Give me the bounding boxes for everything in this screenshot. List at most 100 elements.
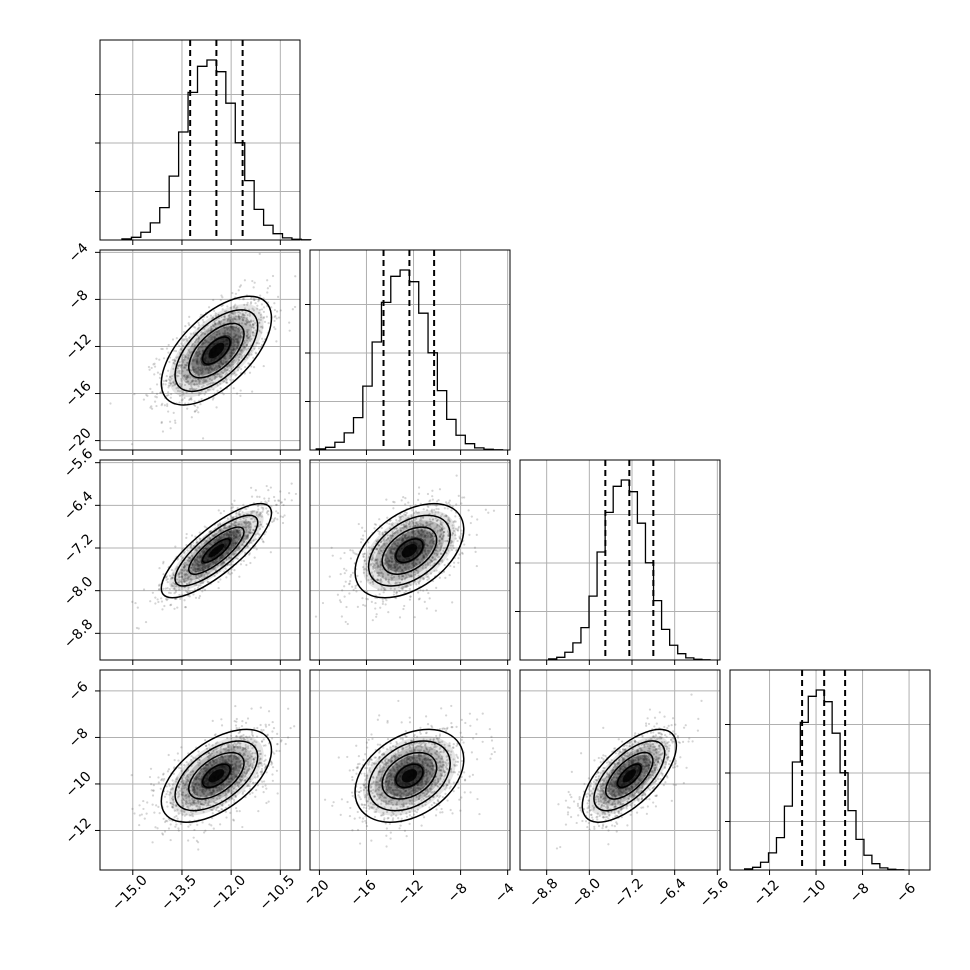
- scatter-point: [357, 522, 360, 526]
- scatter-point: [198, 596, 201, 600]
- scatter-point: [382, 591, 385, 594]
- scatter-point: [217, 322, 220, 325]
- scatter-point: [423, 600, 426, 603]
- scatter-point: [397, 589, 401, 593]
- scatter-point: [336, 593, 339, 596]
- scatter-point: [362, 555, 365, 558]
- scatter-point: [241, 312, 244, 315]
- scatter-point: [159, 391, 162, 394]
- scatter-point: [225, 381, 228, 384]
- scatter-point: [404, 497, 407, 500]
- scatter-point: [218, 362, 221, 365]
- scatter-point: [267, 497, 271, 500]
- scatter-point: [204, 380, 207, 383]
- scatter-point: [380, 526, 383, 530]
- scatter-point: [186, 361, 189, 365]
- scatter-point: [217, 366, 220, 370]
- scatter-point: [234, 348, 237, 351]
- scatter-point: [174, 590, 177, 594]
- scatter-point: [456, 539, 459, 543]
- scatter-point: [374, 601, 377, 605]
- scatter-point: [402, 607, 405, 611]
- scatter-point: [156, 371, 160, 374]
- scatter-point: [473, 546, 477, 549]
- scatter-point: [363, 552, 366, 555]
- scatter-point: [258, 252, 261, 255]
- scatter-point: [196, 366, 199, 370]
- scatter-point: [457, 527, 460, 530]
- scatter-point: [339, 572, 342, 576]
- scatter-point: [431, 498, 434, 501]
- scatter-point: [192, 836, 195, 839]
- scatter-point: [197, 411, 200, 414]
- scatter-point: [221, 362, 224, 365]
- scatter-point: [378, 530, 381, 533]
- scatter-point: [265, 315, 268, 318]
- scatter-point: [161, 402, 164, 405]
- scatter-point: [169, 838, 172, 842]
- scatter-point: [198, 382, 201, 385]
- scatter-point: [450, 509, 453, 512]
- scatter-point: [206, 383, 209, 386]
- scatter-point: [247, 336, 250, 339]
- scatter-point: [235, 512, 238, 515]
- scatter-point: [467, 509, 470, 512]
- scatter-point: [243, 316, 246, 319]
- scatter-point: [164, 587, 167, 590]
- scatter-point: [361, 526, 364, 529]
- scatter-point: [452, 561, 456, 564]
- scatter-point: [179, 348, 182, 351]
- scatter-point: [197, 385, 200, 388]
- scatter-point: [177, 374, 180, 378]
- scatter-point: [193, 400, 196, 403]
- y-tick-label: −8.0: [61, 574, 96, 609]
- scatter-point: [168, 420, 172, 423]
- scatter-point: [461, 496, 464, 499]
- scatter-point: [253, 281, 256, 284]
- scatter-point: [195, 360, 198, 363]
- scatter-point: [457, 494, 460, 497]
- scatter-point: [182, 339, 185, 342]
- scatter-point: [151, 841, 154, 844]
- scatter-point: [196, 374, 200, 377]
- scatter-point: [185, 378, 188, 381]
- scatter-point: [197, 378, 200, 381]
- scatter-point: [165, 379, 168, 382]
- scatter-point: [190, 344, 194, 347]
- scatter-point: [213, 366, 217, 370]
- y-tick-label: −7.2: [61, 531, 96, 566]
- panel-3-0: −12−10−8−6−15.0 −13.5 −12.0 −10.5: [63, 669, 301, 914]
- scatter-point: [384, 603, 387, 606]
- scatter-point: [230, 349, 233, 352]
- scatter-point: [186, 407, 189, 410]
- scatter-point: [172, 362, 176, 365]
- scatter-point: [417, 486, 421, 489]
- scatter-point: [237, 366, 240, 369]
- scatter-point: [215, 406, 218, 409]
- scatter-point: [222, 332, 225, 336]
- scatter-point: [219, 387, 222, 390]
- scatter-point: [167, 351, 170, 354]
- scatter-point: [190, 380, 194, 383]
- scatter-point: [154, 596, 157, 599]
- scatter-point: [228, 314, 231, 317]
- scatter-point: [237, 360, 240, 364]
- scatter-point: [194, 410, 197, 413]
- scatter-point: [343, 572, 346, 575]
- scatter-point: [351, 571, 355, 574]
- scatter-point: [352, 588, 355, 592]
- scatter-point: [252, 366, 256, 369]
- scatter-point: [200, 386, 204, 389]
- scatter-point: [252, 297, 255, 300]
- scatter-point: [254, 302, 257, 305]
- scatter-point: [182, 338, 185, 341]
- scatter-point: [232, 798, 236, 801]
- scatter-point: [252, 309, 255, 312]
- scatter-point: [167, 384, 170, 387]
- scatter-point: [250, 365, 253, 368]
- scatter-point: [218, 366, 222, 369]
- scatter-point: [409, 595, 412, 598]
- scatter-point: [418, 597, 421, 600]
- scatter-point: [223, 315, 226, 318]
